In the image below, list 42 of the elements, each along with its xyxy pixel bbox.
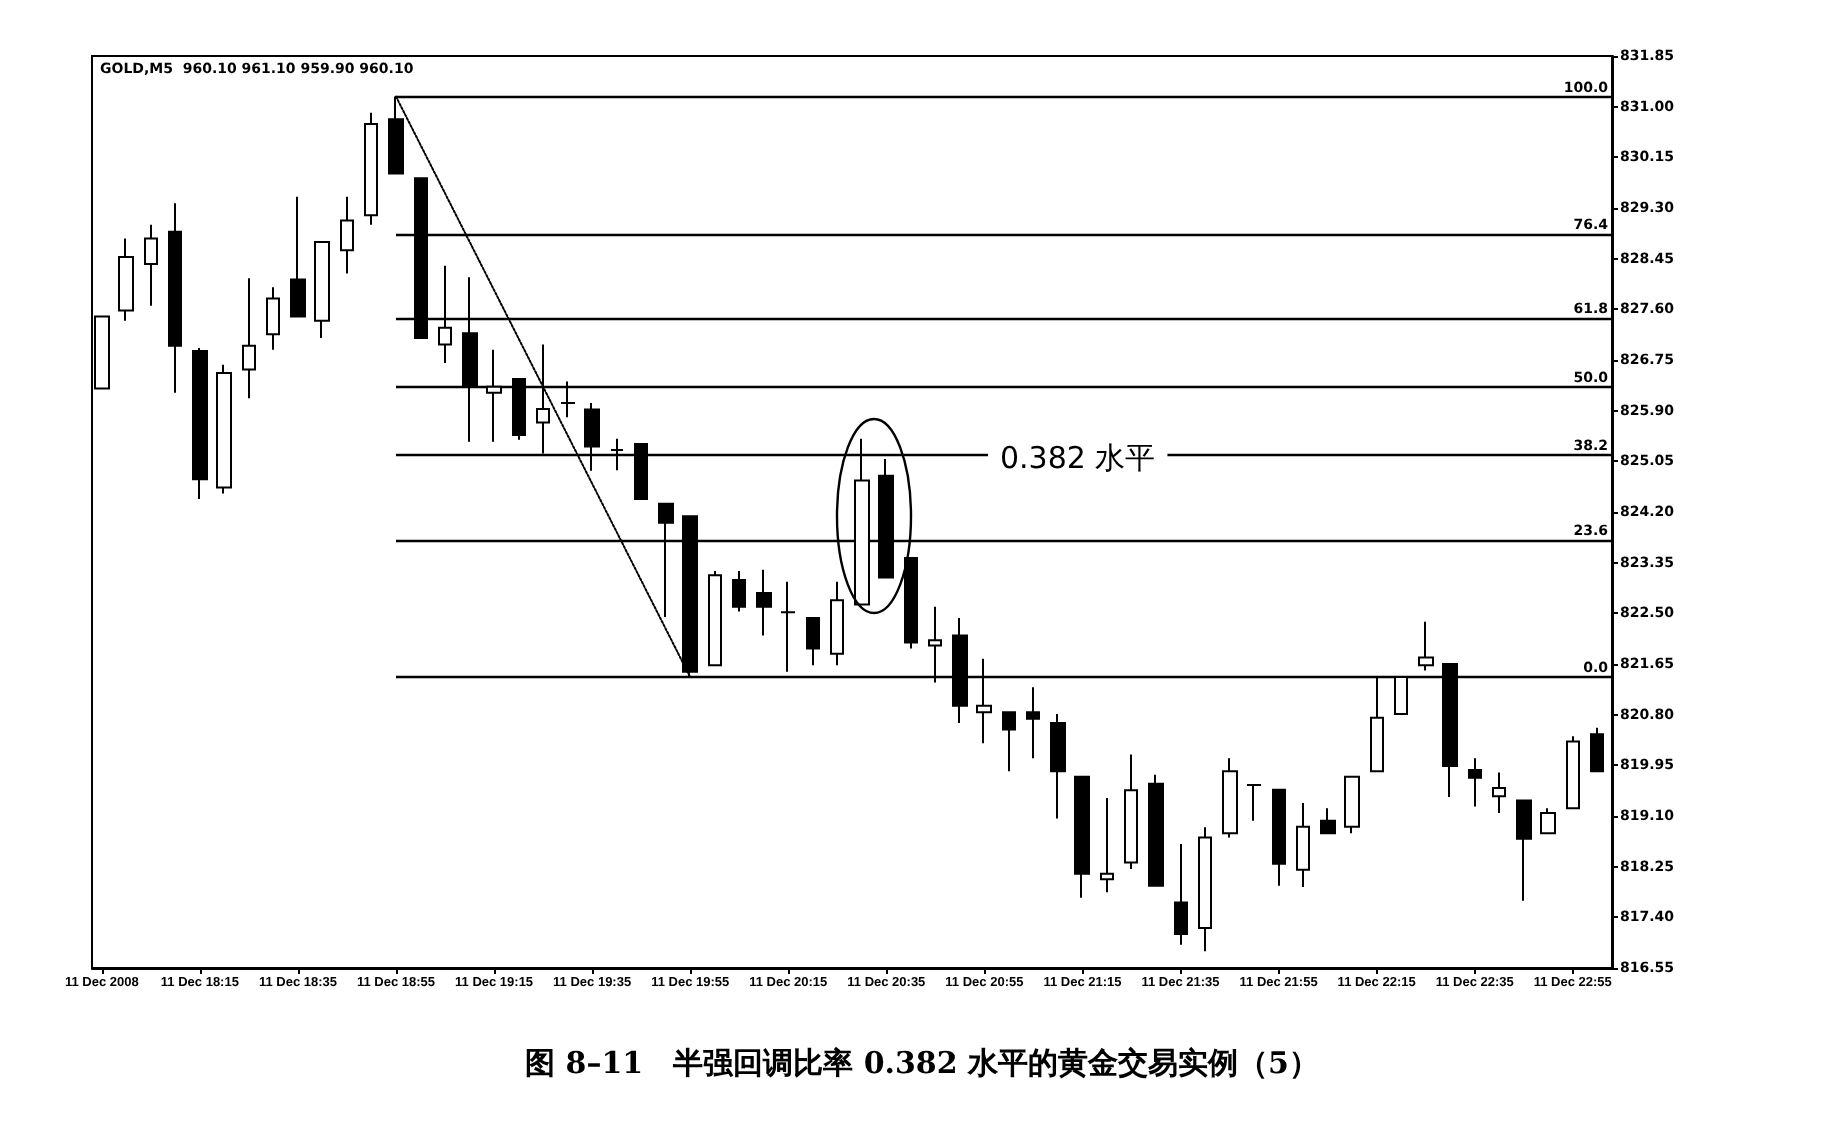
- candlestick: [1148, 773, 1164, 887]
- candlestick: [1198, 826, 1212, 953]
- annotation: 0.382 水平: [1000, 440, 1156, 476]
- candlestick: [242, 277, 256, 400]
- candlestick: [1222, 757, 1238, 839]
- candlestick: [1492, 771, 1506, 815]
- candlestick: [314, 240, 330, 339]
- candlestick: [1100, 797, 1114, 894]
- candlestick: [290, 195, 306, 318]
- candlestick: [1074, 775, 1090, 899]
- candlestick: [1296, 801, 1310, 888]
- candlestick: [266, 286, 280, 351]
- candlestick: [756, 568, 772, 637]
- candlestick: [1418, 620, 1434, 672]
- candlestick: [1174, 843, 1188, 946]
- candlestick: [708, 570, 722, 667]
- candlestick: [144, 223, 158, 307]
- candlestick: [732, 570, 746, 613]
- text: 图 8–11 半强回调比率 0.382 水平的黄金交易实例（5）: [525, 1045, 1319, 1081]
- candlestick: [1002, 711, 1016, 773]
- candlestick: [1124, 753, 1138, 871]
- candlestick: [1468, 757, 1482, 808]
- candlestick: [1516, 799, 1532, 902]
- candlestick: [1272, 788, 1286, 887]
- candlestick: [1566, 735, 1580, 810]
- candlestick: [168, 202, 182, 394]
- candlestick: [192, 347, 208, 500]
- candlestick: [904, 556, 918, 650]
- candlestick: [1320, 807, 1336, 835]
- candlestick: [364, 111, 378, 226]
- candlestick: [830, 580, 844, 667]
- candlestick: [1540, 807, 1556, 835]
- candlestick: [806, 617, 820, 667]
- candlestick: [1344, 775, 1360, 835]
- candlestick: [118, 237, 134, 322]
- candlestick: [1026, 686, 1040, 760]
- candlestick: [1050, 713, 1066, 820]
- candlestick: [1246, 784, 1262, 822]
- candlestick: [1590, 726, 1604, 773]
- candlestick: [780, 580, 796, 673]
- candlestick: [340, 195, 354, 275]
- candlestick: [216, 363, 232, 495]
